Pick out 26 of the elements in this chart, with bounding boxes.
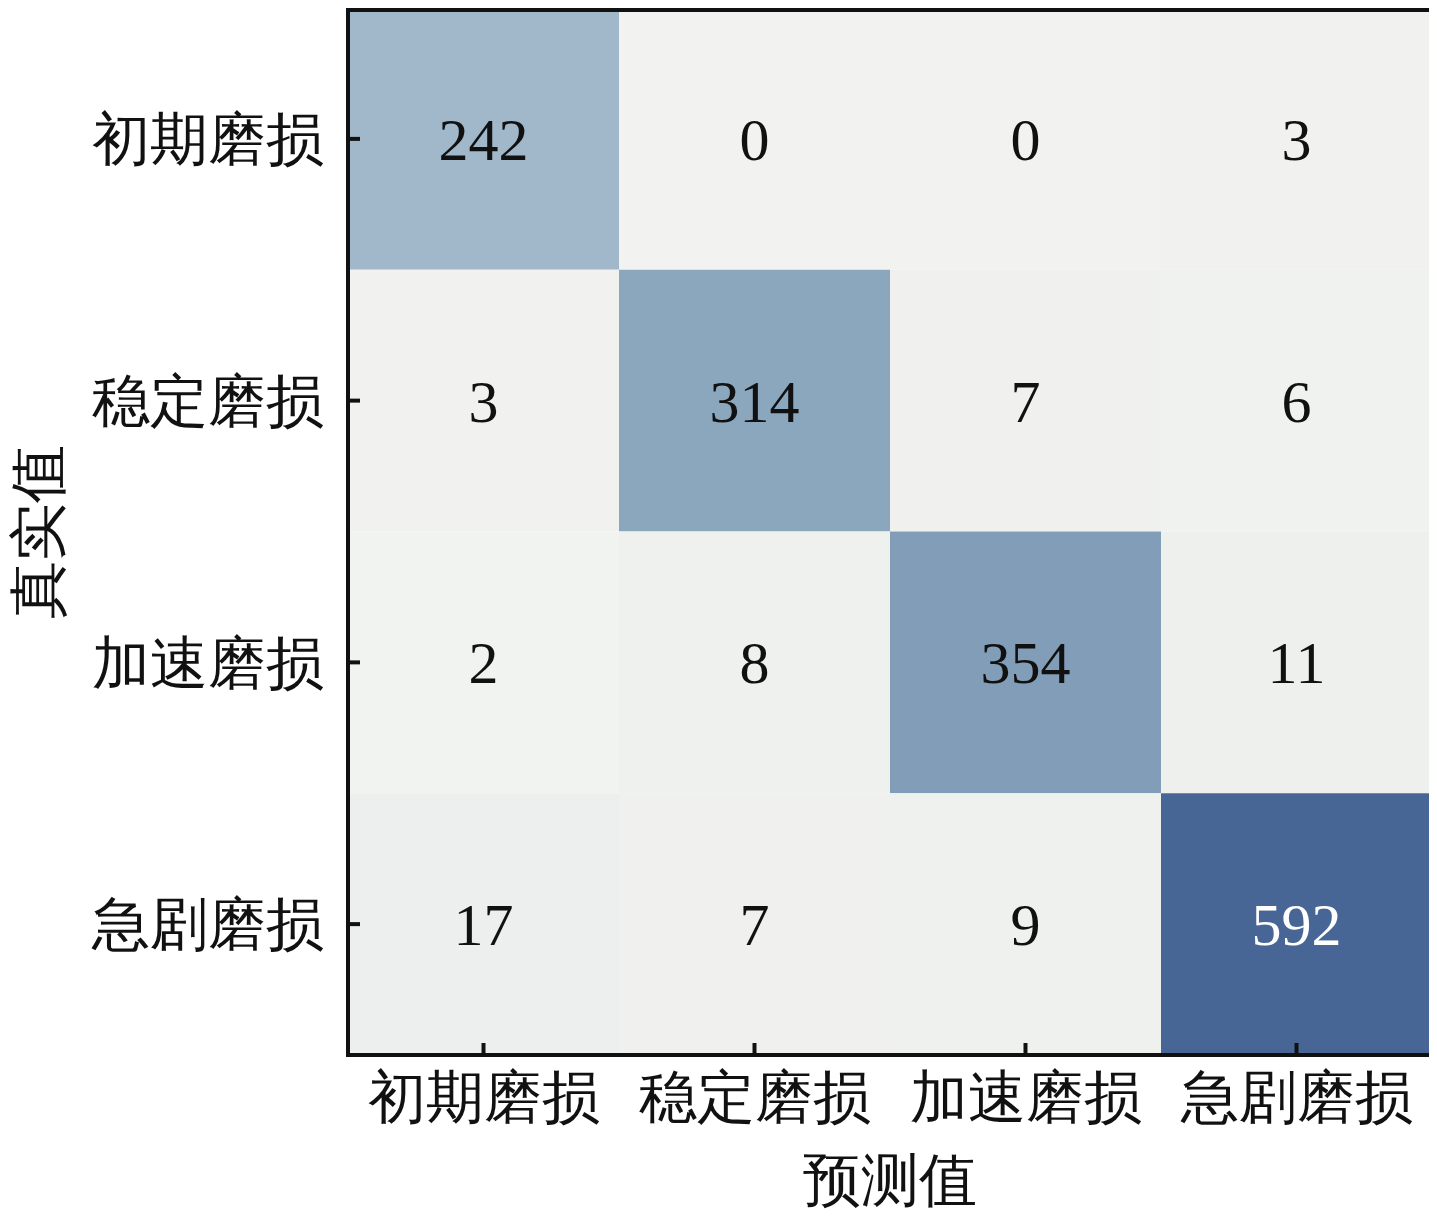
x-tick-label: 稳定磨损 bbox=[638, 1065, 871, 1130]
data-label: 3 bbox=[468, 368, 499, 435]
data-label: 314 bbox=[709, 368, 800, 435]
y-tick-label: 稳定磨损 bbox=[92, 368, 324, 434]
data-label: 6 bbox=[1281, 368, 1312, 435]
data-label: 2 bbox=[468, 630, 499, 697]
x-tick-label: 急剧磨损 bbox=[1179, 1065, 1413, 1130]
y-tick-label: 初期磨损 bbox=[92, 107, 324, 173]
y-tick-label: 加速磨损 bbox=[92, 630, 324, 696]
data-label: 0 bbox=[1010, 106, 1041, 173]
data-label: 7 bbox=[1010, 368, 1041, 435]
x-tick-label: 初期磨损 bbox=[367, 1065, 600, 1130]
data-label: 0 bbox=[739, 106, 770, 173]
y-tick-label: 急剧磨损 bbox=[91, 892, 324, 958]
x-tick-label: 加速磨损 bbox=[909, 1065, 1142, 1130]
x-axis-title: 预测值 bbox=[803, 1148, 977, 1213]
data-label: 354 bbox=[980, 630, 1071, 697]
data-label: 242 bbox=[438, 106, 529, 173]
data-label: 592 bbox=[1251, 892, 1342, 959]
data-label: 17 bbox=[453, 892, 514, 959]
data-label: 3 bbox=[1281, 106, 1312, 173]
data-label: 8 bbox=[739, 630, 770, 697]
data-label: 7 bbox=[739, 892, 770, 959]
data-label: 11 bbox=[1267, 630, 1326, 697]
y-axis-title: 真实值 bbox=[6, 444, 71, 619]
data-label: 9 bbox=[1010, 892, 1041, 959]
